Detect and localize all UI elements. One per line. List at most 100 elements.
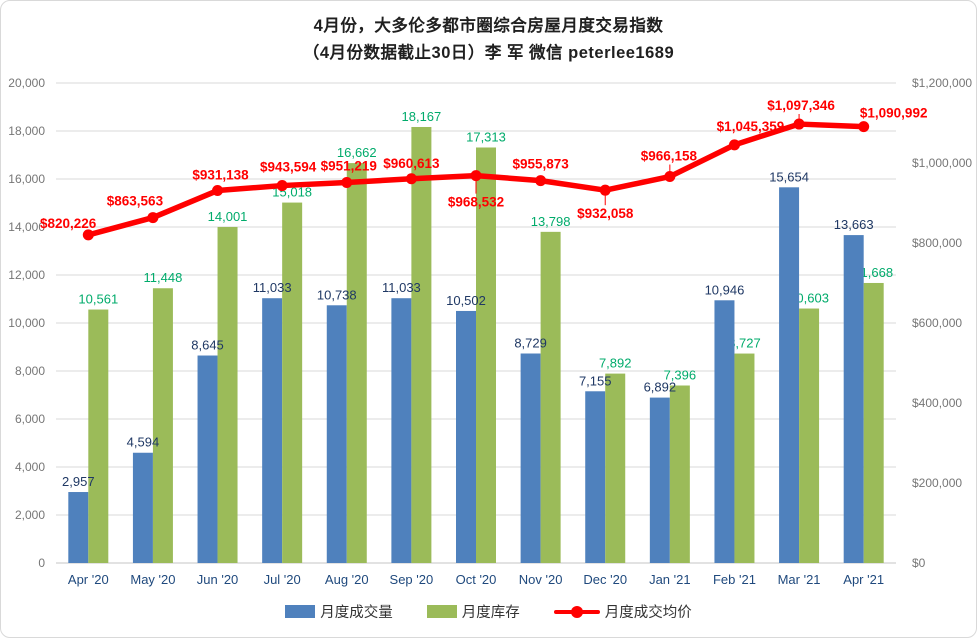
legend-item-volume: 月度成交量 <box>285 601 393 622</box>
left-axis-tick-label: 2,000 <box>15 508 45 522</box>
price-point <box>341 177 353 189</box>
legend-item-price: 月度成交均价 <box>553 601 692 622</box>
inventory-bar-label: 13,798 <box>531 214 571 229</box>
right-axis-tick-label: $400,000 <box>912 396 962 410</box>
volume-bar <box>843 235 864 563</box>
legend-label-volume: 月度成交量 <box>320 605 393 621</box>
inventory-bar-label: 11,448 <box>144 270 183 285</box>
volume-bar <box>585 391 606 563</box>
volume-bar-label: 15,654 <box>769 169 809 184</box>
price-point-label: $1,090,992 <box>860 106 928 121</box>
inventory-bar <box>605 373 626 563</box>
price-point-label: $955,873 <box>512 157 569 172</box>
price-point-label: $1,045,359 <box>717 119 785 134</box>
inventory-bar <box>346 163 367 563</box>
volume-swatch-icon <box>285 605 316 618</box>
volume-bar-label: 2,957 <box>62 474 95 489</box>
volume-bar <box>714 300 735 563</box>
volume-bar-label: 10,502 <box>446 293 486 308</box>
x-axis-category-label: Mar '21 <box>778 572 821 587</box>
volume-bar <box>326 305 347 563</box>
inventory-bar <box>282 202 303 563</box>
volume-bar-label: 11,033 <box>382 280 421 295</box>
left-axis-tick-label: 8,000 <box>15 364 45 378</box>
volume-bar-label: 13,663 <box>834 217 874 232</box>
price-point-label: $932,058 <box>577 206 634 221</box>
chart-title: 4月份，大多伦多都市圈综合房屋月度交易指数 （4月份数据截止30日）李 军 微信… <box>1 13 976 67</box>
volume-bar-label: 7,155 <box>579 373 612 388</box>
inventory-bar <box>734 353 755 563</box>
legend-label-inventory: 月度库存 <box>461 605 520 621</box>
left-axis-tick-label: 18,000 <box>8 124 45 138</box>
price-point <box>793 118 805 130</box>
inventory-swatch-icon <box>426 605 457 618</box>
volume-bar-label: 4,594 <box>127 435 160 450</box>
left-axis-tick-label: 20,000 <box>8 76 45 90</box>
right-axis-tick-label: $1,000,000 <box>912 156 972 170</box>
volume-bar <box>649 397 670 563</box>
inventory-bar <box>669 385 690 563</box>
x-axis-category-label: Jul '20 <box>264 572 301 587</box>
volume-bar <box>520 353 541 563</box>
left-axis-tick-label: 12,000 <box>8 268 45 282</box>
legend: 月度成交量 月度库存 月度成交均价 <box>1 601 976 622</box>
price-point <box>535 175 547 187</box>
inventory-bar <box>476 147 496 563</box>
price-point <box>728 139 740 151</box>
price-point <box>858 121 870 133</box>
left-axis-tick-label: 16,000 <box>8 172 45 186</box>
x-axis-category-label: Jun '20 <box>197 572 239 587</box>
price-line-marker-icon <box>553 605 600 619</box>
x-axis-category-label: Dec '20 <box>583 572 627 587</box>
chart-title-line2: （4月份数据截止30日）李 军 微信 peterlee1689 <box>302 44 675 62</box>
right-axis-tick-label: $600,000 <box>912 316 962 330</box>
left-axis-tick-label: 14,000 <box>8 220 45 234</box>
price-point-label: $1,097,346 <box>767 98 835 113</box>
x-axis-category-label: Jan '21 <box>649 572 691 587</box>
volume-bar <box>132 452 153 563</box>
volume-bar-label: 10,738 <box>317 287 357 302</box>
price-point <box>276 180 288 192</box>
left-axis-tick-label: 0 <box>38 556 45 570</box>
inventory-bar-label: 14,001 <box>208 209 248 224</box>
inventory-bar-label: 8,727 <box>728 336 761 351</box>
price-point-label: $951,219 <box>321 159 377 174</box>
inventory-bar-label: 16,662 <box>337 145 377 160</box>
volume-bar <box>68 492 89 563</box>
price-point <box>212 185 224 197</box>
price-point-label: $931,138 <box>192 168 249 183</box>
volume-bar <box>456 310 476 563</box>
legend-item-inventory: 月度库存 <box>426 601 520 622</box>
price-point-label: $968,532 <box>448 195 504 210</box>
x-axis-category-label: Aug '20 <box>325 572 369 587</box>
price-point-label: $820,226 <box>40 216 97 231</box>
price-point-label: $960,613 <box>383 156 440 171</box>
inventory-bar-label: 11,668 <box>854 265 893 280</box>
inventory-bar-label: 10,603 <box>789 291 829 306</box>
x-axis-category-label: Oct '20 <box>456 572 497 587</box>
price-point <box>599 184 611 196</box>
volume-bar <box>197 355 218 563</box>
inventory-bar <box>152 288 173 563</box>
inventory-bar-label: 10,561 <box>78 292 118 307</box>
x-axis-category-label: Feb '21 <box>713 572 756 587</box>
volume-bar-label: 6,892 <box>644 380 677 395</box>
x-axis-category-label: Sep '20 <box>390 572 434 587</box>
volume-bar <box>779 187 800 563</box>
right-axis-tick-label: $1,200,000 <box>912 76 972 90</box>
inventory-bar <box>799 308 820 563</box>
x-axis-category-label: Apr '20 <box>68 572 109 587</box>
right-axis-tick-label: $200,000 <box>912 476 962 490</box>
volume-bar-label: 10,946 <box>705 282 745 297</box>
chart-title-line1: 4月份，大多伦多都市圈综合房屋月度交易指数 <box>313 17 664 35</box>
x-axis-category-label: May '20 <box>130 572 175 587</box>
price-point <box>470 170 482 182</box>
inventory-bar-label: 18,167 <box>402 109 442 124</box>
volume-bar-label: 8,729 <box>514 336 547 351</box>
left-axis-tick-label: 10,000 <box>8 316 45 330</box>
inventory-bar-label: 7,396 <box>664 367 697 382</box>
volume-bar <box>391 298 412 563</box>
left-axis-tick-label: 4,000 <box>15 460 45 474</box>
volume-bar-label: 11,033 <box>253 280 292 295</box>
